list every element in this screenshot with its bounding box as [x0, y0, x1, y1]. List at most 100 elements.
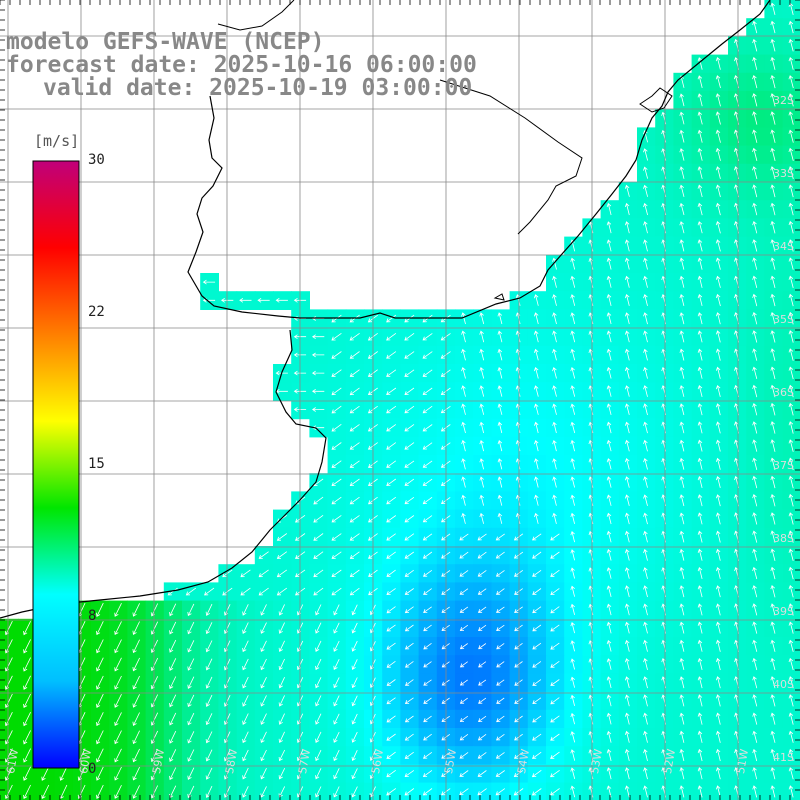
speed-cell [418, 364, 438, 383]
wind-arrow [333, 786, 340, 798]
wind-arrow [697, 293, 703, 306]
speed-cell [54, 764, 74, 784]
wind-arrow [715, 93, 721, 107]
speed-cell [309, 746, 329, 765]
colorbar-tick: 8 [88, 608, 97, 624]
wind-arrow [461, 512, 466, 524]
speed-cell [400, 436, 420, 456]
speed-cell [418, 709, 438, 729]
speed-cell [127, 655, 147, 674]
speed-cell [218, 564, 238, 583]
wind-arrow [331, 496, 342, 505]
wind-arrow [715, 712, 721, 725]
speed-cell [327, 673, 347, 693]
wind-arrow [679, 603, 685, 616]
wind-arrow [132, 675, 140, 690]
wind-arrow [351, 659, 358, 670]
speed-cell [418, 418, 438, 438]
wind-arrow [96, 657, 104, 672]
speed-cell [327, 327, 347, 347]
wind-arrow [422, 369, 433, 377]
wind-arrow [331, 332, 342, 341]
wind-arrow [114, 694, 122, 708]
wind-arrow [386, 733, 396, 741]
wind-arrow [404, 405, 415, 414]
speed-cell [782, 291, 800, 310]
coastline [0, 0, 771, 619]
wind-arrow [752, 785, 758, 798]
speed-cell [163, 618, 183, 638]
wind-arrow [422, 496, 433, 505]
speed-cell [400, 618, 420, 638]
wind-arrow [461, 476, 466, 488]
speed-cell [218, 600, 238, 620]
speed-cell [254, 618, 274, 638]
wind-arrow [96, 675, 104, 690]
speed-cell [0, 691, 19, 711]
wind-arrow [679, 439, 685, 452]
speed-cell [109, 691, 128, 711]
wind-arrow [495, 570, 505, 577]
wind-arrow [697, 129, 703, 143]
speed-cell [455, 691, 474, 711]
speed-cell [782, 509, 800, 529]
wind-arrow [643, 567, 648, 579]
wind-arrow [478, 661, 487, 668]
speed-cell [546, 546, 565, 565]
wind-arrow [570, 403, 576, 415]
wind-arrow [679, 93, 685, 107]
wind-arrow [570, 676, 575, 688]
speed-cell [91, 600, 110, 620]
wind-arrow [532, 551, 542, 559]
speed-cell [273, 764, 292, 784]
wind-arrow [606, 549, 612, 561]
wind-arrow [697, 348, 703, 361]
speed-cell [455, 764, 474, 784]
wind-arrow [278, 677, 285, 689]
speed-cell [527, 546, 547, 565]
wind-arrow [624, 184, 630, 197]
wind-arrow [315, 622, 322, 634]
speed-cell [782, 728, 800, 747]
speed-cell [400, 691, 420, 711]
wind-arrow [697, 421, 703, 434]
speed-cell [182, 746, 201, 765]
speed-cell [418, 436, 438, 456]
wind-arrow [534, 512, 539, 524]
wind-arrow [315, 749, 322, 762]
speed-cell [782, 36, 800, 56]
speed-cell [400, 600, 420, 620]
speed-cell [127, 691, 147, 711]
wind-arrow [788, 56, 794, 70]
speed-cell [109, 728, 128, 747]
wind-arrow [770, 293, 776, 307]
wind-arrow [404, 642, 414, 650]
wind-arrow [114, 766, 122, 781]
wind-arrow [770, 566, 776, 580]
wind-arrow [479, 494, 484, 506]
wind-arrow [643, 639, 648, 652]
wind-arrow [679, 312, 685, 325]
speed-cell [218, 582, 238, 602]
lat-label: 32S [773, 94, 794, 107]
speed-cell [163, 600, 183, 620]
speed-cell [473, 564, 492, 583]
wind-arrow [386, 660, 396, 668]
wind-arrow [606, 257, 612, 270]
wind-arrow [242, 658, 249, 671]
speed-cell [455, 746, 474, 765]
wind-arrow [752, 75, 758, 89]
wind-arrow [276, 569, 288, 578]
speed-cell [327, 309, 347, 329]
wind-arrow [770, 676, 776, 689]
colorbar-unit: [m/s] [34, 132, 80, 150]
wind-arrow [752, 366, 758, 380]
speed-cell [382, 382, 401, 401]
wind-arrow [697, 239, 703, 252]
speed-cell [418, 691, 438, 711]
wind-arrow [242, 713, 249, 725]
wind-arrow [404, 424, 415, 432]
wind-arrow [278, 731, 285, 744]
wind-arrow [169, 603, 177, 617]
wind-arrow [679, 403, 685, 416]
